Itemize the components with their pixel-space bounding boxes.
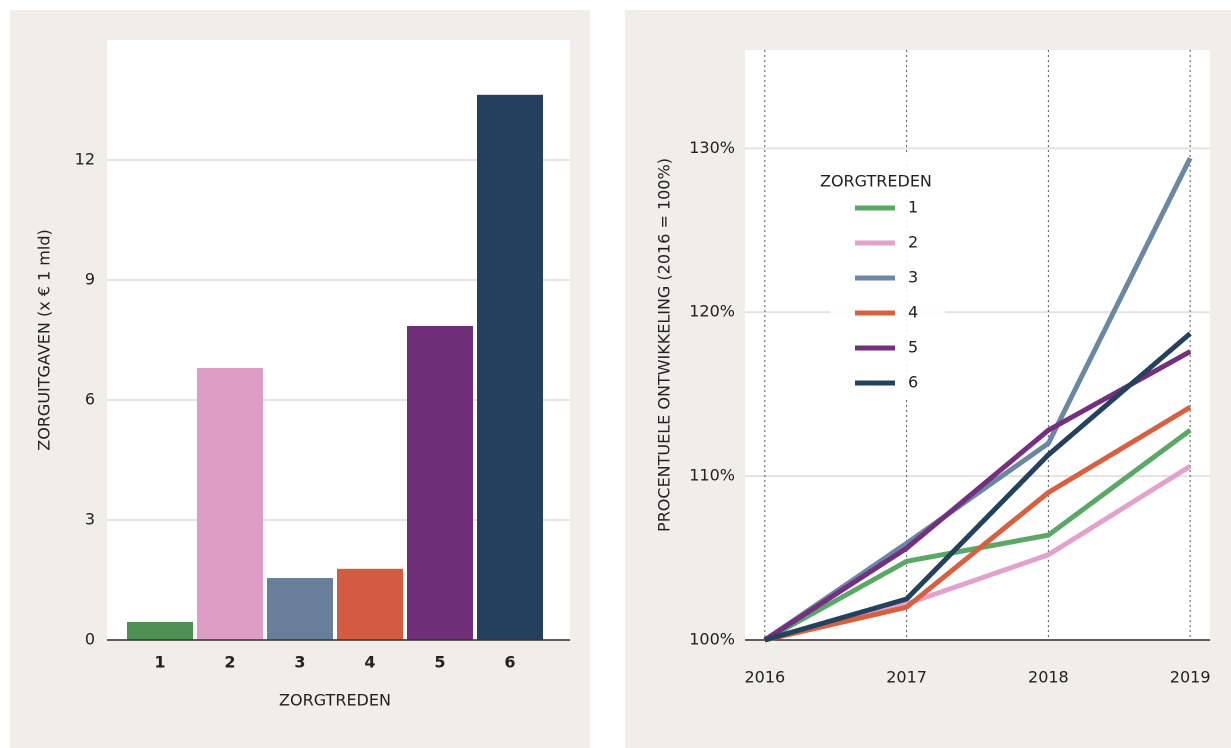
legend-label: 5 [908, 338, 918, 357]
legend-label: 4 [908, 303, 918, 322]
y-tick-label: 130% [689, 138, 735, 157]
bar [127, 622, 193, 640]
line-series [764, 405, 1192, 643]
bar [197, 368, 263, 640]
y-tick-label: 120% [689, 302, 735, 321]
y-tick-label: 100% [689, 630, 735, 649]
y-tick-label: 3 [85, 510, 95, 529]
legend-title: ZORGTREDEN [820, 172, 932, 191]
x-tick-label: 2 [224, 653, 235, 672]
y-axis-label: ZORGUITGAVEN (x € 1 mld) [35, 229, 54, 450]
x-axis-label: ZORGTREDEN [279, 691, 391, 710]
x-tick-label: 1 [154, 653, 165, 672]
y-tick-label: 0 [85, 630, 95, 649]
y-tick-label: 6 [85, 390, 95, 409]
x-tick-label: 2016 [744, 668, 785, 687]
x-tick-label: 2017 [886, 668, 927, 687]
x-tick-label: 4 [364, 653, 375, 672]
y-tick-label: 12 [75, 150, 95, 169]
y-axis-label: PROCENTUELE ONTWIKKELING (2016 = 100%) [655, 158, 674, 532]
bar [407, 326, 473, 640]
bar [337, 568, 403, 640]
x-tick-label: 2019 [1170, 668, 1211, 687]
x-tick-label: 2018 [1028, 668, 1069, 687]
x-tick-label: 5 [434, 653, 445, 672]
legend-label: 3 [908, 268, 918, 287]
y-tick-label: 9 [85, 270, 95, 289]
y-tick-label: 110% [689, 466, 735, 485]
bar [477, 94, 543, 641]
legend-label: 1 [908, 198, 918, 217]
legend-label: 2 [908, 233, 918, 252]
line-series [764, 331, 1192, 643]
legend-label: 6 [908, 373, 918, 392]
x-tick-label: 3 [294, 653, 305, 672]
bar [267, 578, 333, 640]
x-tick-label: 6 [504, 653, 515, 672]
